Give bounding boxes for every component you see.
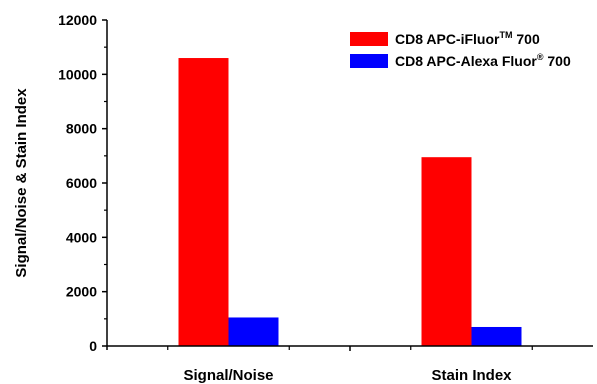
legend: CD8 APC-iFluorTM 700 CD8 APC-Alexa Fluor®… [350, 30, 571, 69]
y-tick-label: 10000 [58, 66, 97, 82]
legend-swatch [350, 32, 388, 46]
bar [228, 317, 279, 346]
x-category-label: Stain Index [431, 367, 512, 384]
bar [471, 326, 522, 346]
y-tick-label: 0 [89, 338, 97, 354]
y-tick-label: 2000 [66, 284, 97, 300]
x-category-label: Signal/Noise [183, 367, 273, 384]
y-axis-title: Signal/Noise & Stain Index [13, 88, 30, 278]
axes-group: 0 2000 4000 6000 8000 10000 12000 Signal/Noise S… [58, 12, 593, 384]
legend-label: CD8 APC-iFluorTM 700 [395, 30, 540, 47]
y-tick-label: 12000 [58, 12, 97, 28]
bars-group [178, 58, 522, 347]
bar [178, 58, 229, 347]
legend-swatch [350, 54, 388, 68]
y-tick-label: 6000 [66, 175, 97, 191]
legend-label: CD8 APC-Alexa Fluor® 700 [395, 52, 571, 69]
bar [421, 157, 472, 346]
y-tick-label: 8000 [66, 121, 97, 137]
y-tick-label: 4000 [66, 229, 97, 245]
